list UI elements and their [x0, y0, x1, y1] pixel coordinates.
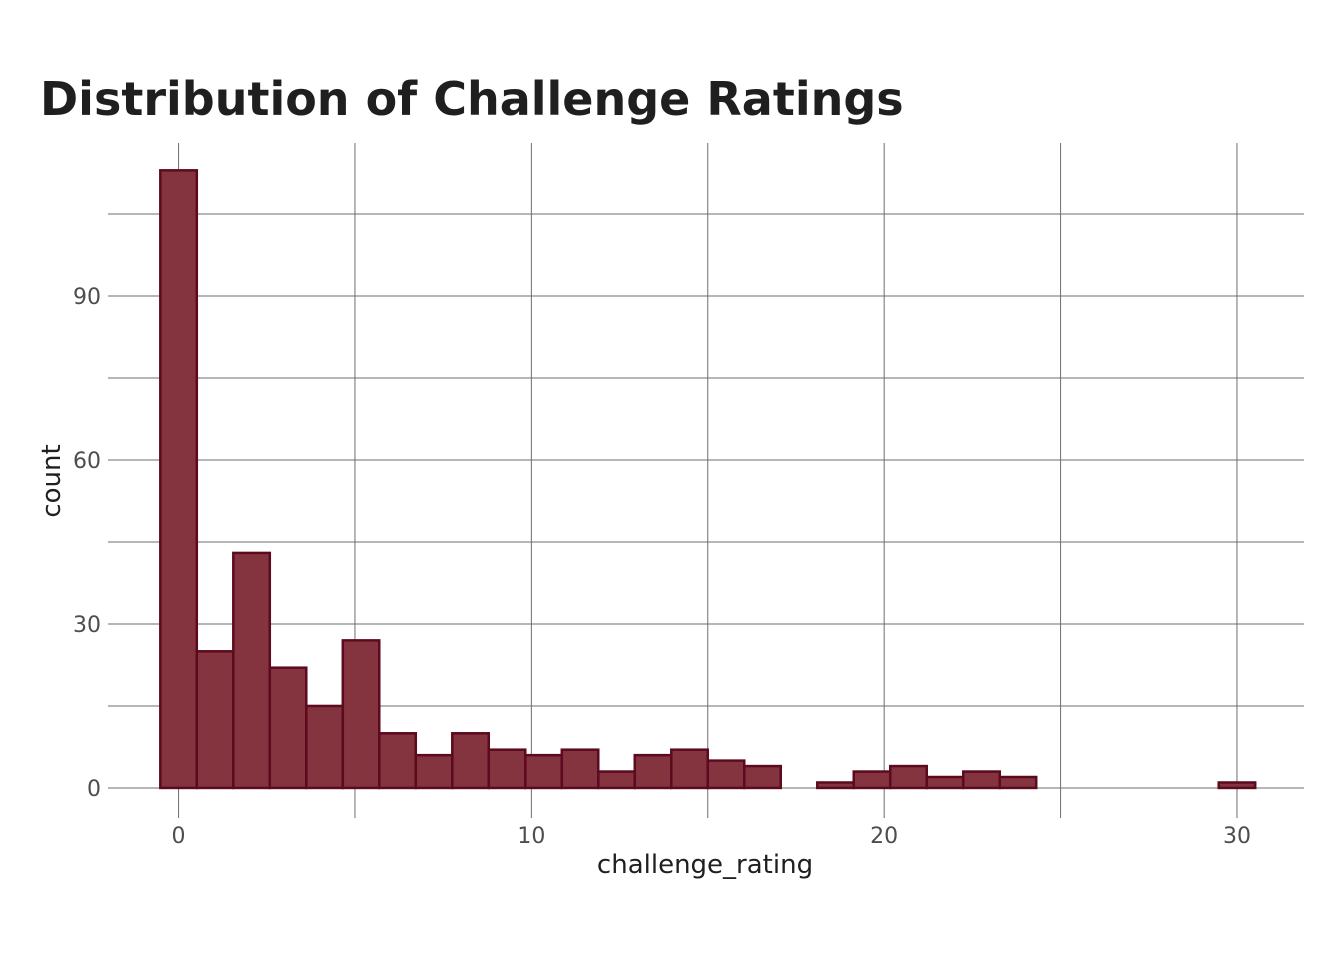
x-axis-title: challenge_rating — [597, 850, 813, 880]
y-tick-label: 90 — [73, 285, 101, 310]
y-axis-ticks: 0 30 60 90 — [73, 285, 101, 802]
histogram-bar — [1217, 781, 1257, 790]
x-axis-ticks: 0 10 20 30 — [172, 824, 1251, 849]
histogram-bar — [670, 748, 710, 790]
histogram-bar — [195, 650, 235, 790]
histogram-bar — [378, 732, 418, 790]
y-tick-label: 30 — [73, 613, 101, 638]
histogram-bar — [159, 169, 199, 790]
histogram-bar — [706, 759, 746, 790]
histogram-bar — [451, 732, 491, 790]
histogram-bar — [268, 666, 308, 790]
y-axis-title: count — [37, 444, 67, 517]
x-tick-label: 20 — [870, 824, 898, 849]
histogram-bar — [925, 775, 965, 790]
histogram-bar — [524, 753, 564, 790]
histogram-bars — [159, 169, 1257, 790]
histogram-bar — [305, 704, 345, 790]
x-tick-label: 30 — [1223, 824, 1251, 849]
histogram-bar — [341, 639, 381, 790]
y-tick-label: 0 — [87, 777, 101, 802]
histogram-bar — [962, 770, 1001, 790]
histogram-bar — [597, 770, 637, 790]
histogram-bar — [414, 753, 454, 790]
x-tick-label: 0 — [172, 824, 186, 849]
histogram-bar — [743, 764, 783, 790]
chart-title: Distribution of Challenge Ratings — [40, 72, 904, 126]
x-tick-label: 10 — [517, 824, 545, 849]
histogram-bar — [560, 748, 600, 790]
histogram-bar — [633, 753, 673, 790]
histogram-bar — [487, 748, 527, 790]
histogram-bar — [889, 764, 928, 790]
histogram-bar — [816, 781, 856, 790]
histogram-bar — [998, 775, 1038, 790]
histogram-bar — [852, 770, 892, 790]
y-tick-label: 60 — [73, 449, 101, 474]
histogram-bar — [232, 551, 272, 790]
